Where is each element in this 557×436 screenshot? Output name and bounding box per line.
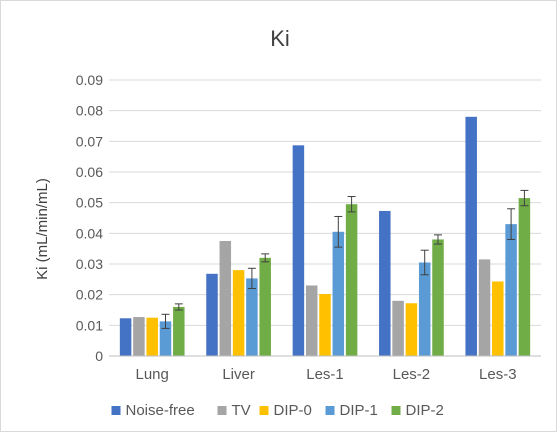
bar-dip-1-les-1 (332, 231, 345, 356)
bar-noise-free-les-2 (379, 210, 391, 356)
bar-noise-free-les-3 (465, 116, 477, 356)
bar-dip-2-les-3 (518, 198, 531, 356)
error-bar (347, 196, 356, 213)
legend-label: DIP-1 (340, 402, 378, 419)
legend: Noise-free TV DIP-0 DIP-1 DIP-2 (111, 402, 444, 419)
y-tick-label: 0.08 (76, 103, 103, 119)
bar-tv-les-2 (392, 300, 404, 356)
error-bar (520, 189, 529, 207)
chart-title: Ki (270, 26, 290, 51)
error-bar (261, 253, 270, 263)
y-tick-label: 0.09 (76, 72, 103, 88)
legend-label: TV (232, 402, 251, 419)
bar-dip-1-les-3 (505, 224, 517, 356)
legend-label: DIP-2 (406, 402, 444, 419)
error-bar (507, 208, 516, 240)
legend-swatch (325, 406, 335, 415)
error-bar (334, 215, 343, 248)
legend-item: TV (217, 402, 251, 419)
legend-item: Noise-free (111, 402, 195, 419)
y-tick-label: 0.02 (76, 287, 103, 303)
x-tick-label: Les-1 (306, 366, 344, 383)
error-bar (161, 313, 170, 329)
x-tick-label: Les-2 (393, 366, 431, 383)
bar-noise-free-liver (206, 273, 218, 356)
x-tick-label: Les-3 (479, 366, 517, 383)
bar-dip-1-liver (246, 278, 258, 356)
x-axis-ticks: Lung Liver Les-1 Les-2 Les-3 (136, 366, 517, 383)
legend-swatch (391, 406, 401, 415)
bar-groups (119, 116, 531, 356)
bar-dip-0-les-3 (492, 281, 504, 356)
error-bar (434, 234, 442, 245)
bar-tv-les-3 (478, 259, 491, 356)
bar-noise-free-lung (119, 318, 132, 356)
error-bar (420, 249, 429, 276)
y-tick-label: 0.07 (76, 133, 103, 149)
bar-dip-0-liver (232, 270, 245, 356)
legend-item: DIP-1 (325, 402, 378, 419)
bar-dip-1-lung (159, 321, 172, 356)
y-axis-label: Ki (mL/min/mL) (34, 178, 51, 280)
y-tick-label: 0.01 (76, 317, 103, 333)
error-bars (161, 189, 529, 329)
x-tick-label: Liver (222, 366, 255, 383)
legend-swatch (217, 406, 227, 415)
legend-swatch (259, 406, 269, 415)
bar-tv-les-1 (305, 285, 318, 356)
bar-noise-free-les-1 (292, 145, 305, 356)
y-tick-label: 0.04 (76, 225, 103, 241)
bar-dip-0-les-1 (319, 294, 331, 356)
bar-dip-2-lung (173, 306, 185, 356)
legend-item: DIP-0 (259, 402, 312, 419)
error-bar (247, 267, 256, 290)
gridlines (109, 79, 541, 326)
bar-tv-lung (133, 317, 145, 356)
bar-tv-liver (219, 241, 232, 356)
y-tick-label: 0 (95, 348, 103, 364)
bar-dip-2-les-1 (345, 204, 358, 356)
y-tick-label: 0.06 (76, 164, 103, 180)
y-tick-label: 0.03 (76, 256, 103, 272)
bar-dip-0-lung (146, 317, 158, 356)
x-tick-label: Lung (136, 366, 169, 383)
legend-label: Noise-free (126, 402, 195, 419)
bar-dip-2-les-2 (432, 239, 444, 356)
y-tick-label: 0.05 (76, 195, 103, 211)
legend-label: DIP-0 (274, 402, 312, 419)
y-axis-ticks: 0 0.01 0.02 0.03 0.04 0.05 0.06 0.07 0.08 0.09 (76, 72, 103, 364)
legend-swatch (111, 406, 121, 415)
bar-dip-1-les-2 (418, 262, 431, 356)
error-bar (174, 303, 183, 311)
bar-dip-2-liver (259, 257, 271, 356)
legend-item: DIP-2 (391, 402, 444, 419)
bar-dip-0-les-2 (405, 303, 418, 356)
